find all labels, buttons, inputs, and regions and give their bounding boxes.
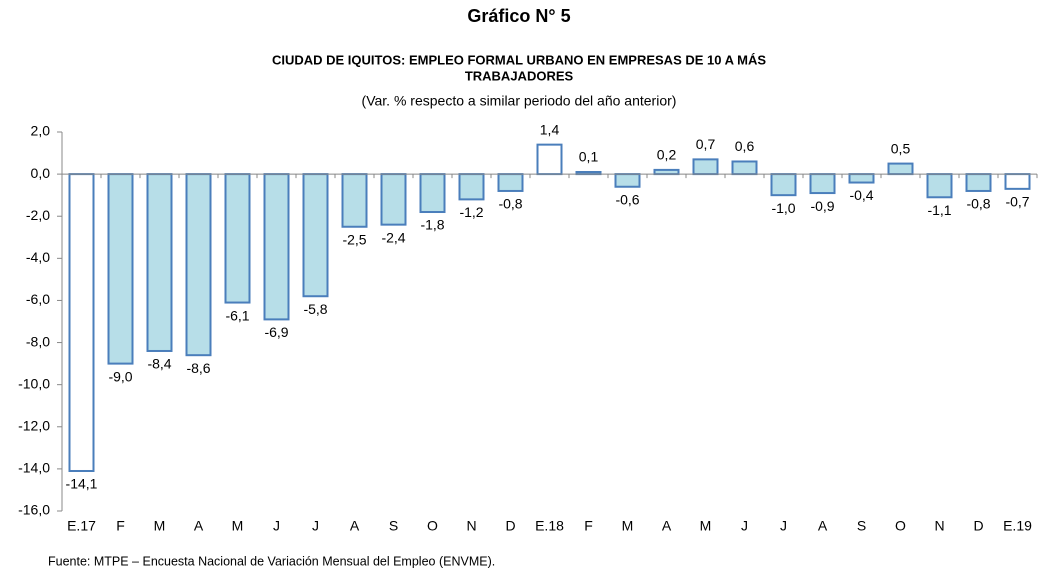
x-tick-label: D xyxy=(973,518,983,534)
value-label: -14,1 xyxy=(66,476,98,492)
value-label: -1,0 xyxy=(771,200,795,216)
bar xyxy=(692,158,719,176)
y-tick-label: -2,0 xyxy=(26,207,50,223)
bar xyxy=(497,173,524,192)
source-note: Fuente: MTPE – Encuesta Nacional de Vari… xyxy=(48,554,495,568)
x-tick-label: M xyxy=(622,518,634,534)
x-tick-label: D xyxy=(505,518,515,534)
x-tick-label: N xyxy=(934,518,944,534)
bar xyxy=(263,173,290,321)
x-tick-label: J xyxy=(312,518,319,534)
x-tick-label: E.19 xyxy=(1003,518,1032,534)
x-tick-label: E.17 xyxy=(67,518,96,534)
value-label: -5,8 xyxy=(303,301,327,317)
y-tick-label: -6,0 xyxy=(26,291,50,307)
value-label: 0,1 xyxy=(579,149,599,165)
value-label: -8,4 xyxy=(147,356,171,372)
x-tick-label: A xyxy=(350,518,360,534)
y-tick-label: -10,0 xyxy=(18,375,50,391)
value-label: -6,9 xyxy=(264,324,288,340)
bar xyxy=(653,168,680,176)
value-label: -0,7 xyxy=(1005,194,1029,210)
bar xyxy=(614,173,641,188)
bar xyxy=(341,173,368,228)
x-tick-label: F xyxy=(116,518,125,534)
x-tick-label: A xyxy=(194,518,204,534)
bar xyxy=(68,173,95,472)
bar xyxy=(848,173,875,184)
value-label: -1,1 xyxy=(927,202,951,218)
y-tick-label: -14,0 xyxy=(18,460,50,476)
bar xyxy=(926,173,953,199)
x-tick-label: E.18 xyxy=(535,518,564,534)
bar xyxy=(965,173,992,192)
value-label: -2,4 xyxy=(381,229,405,245)
value-label: 0,7 xyxy=(696,136,716,152)
y-tick-label: -16,0 xyxy=(18,502,50,518)
value-label: -0,6 xyxy=(615,191,639,207)
value-label: -0,4 xyxy=(849,187,873,203)
bar xyxy=(809,173,836,195)
y-tick-label: -4,0 xyxy=(26,249,50,265)
bar xyxy=(107,173,134,365)
chart-subtitle: TRABAJADORES xyxy=(465,68,574,83)
y-tick-label: 2,0 xyxy=(31,123,51,139)
bar xyxy=(185,173,212,357)
chart-subtitle: CIUDAD DE IQUITOS: EMPLEO FORMAL URBANO … xyxy=(272,52,766,67)
x-tick-label: F xyxy=(584,518,593,534)
x-tick-label: S xyxy=(857,518,866,534)
value-label: -0,9 xyxy=(810,198,834,214)
value-label: 0,5 xyxy=(891,140,911,156)
value-label: -0,8 xyxy=(966,196,990,212)
bar xyxy=(458,173,485,201)
x-tick-label: A xyxy=(662,518,672,534)
chart-title: Gráfico N° 5 xyxy=(467,6,570,26)
value-label: -1,8 xyxy=(420,217,444,233)
value-label: -9,0 xyxy=(108,368,132,384)
value-label: 0,6 xyxy=(735,138,755,154)
value-label: 0,2 xyxy=(657,147,677,163)
value-label: 1,4 xyxy=(540,121,560,137)
x-tick-label: J xyxy=(780,518,787,534)
value-label: -2,5 xyxy=(342,231,366,247)
bar xyxy=(419,173,446,214)
bar xyxy=(146,173,173,352)
x-tick-label: M xyxy=(700,518,712,534)
y-tick-label: 0,0 xyxy=(31,165,51,181)
bar xyxy=(302,173,329,298)
bar xyxy=(770,173,797,197)
value-label: -8,6 xyxy=(186,360,210,376)
x-tick-label: M xyxy=(154,518,166,534)
x-tick-label: N xyxy=(466,518,476,534)
value-label: -6,1 xyxy=(225,307,249,323)
x-tick-label: J xyxy=(273,518,280,534)
bar xyxy=(224,173,251,304)
y-tick-label: -12,0 xyxy=(18,417,50,433)
x-tick-label: A xyxy=(818,518,828,534)
bar xyxy=(731,160,758,176)
x-tick-label: J xyxy=(741,518,748,534)
bar xyxy=(1004,173,1031,190)
x-tick-label: S xyxy=(389,518,398,534)
bar xyxy=(380,173,407,226)
value-label: -0,8 xyxy=(498,196,522,212)
x-tick-label: O xyxy=(895,518,906,534)
x-tick-label: M xyxy=(232,518,244,534)
value-label: -1,2 xyxy=(459,204,483,220)
y-tick-label: -8,0 xyxy=(26,333,50,349)
unit-note: (Var. % respecto a similar periodo del a… xyxy=(362,93,677,109)
bar xyxy=(887,162,914,176)
bar xyxy=(536,143,563,176)
x-tick-label: O xyxy=(427,518,438,534)
